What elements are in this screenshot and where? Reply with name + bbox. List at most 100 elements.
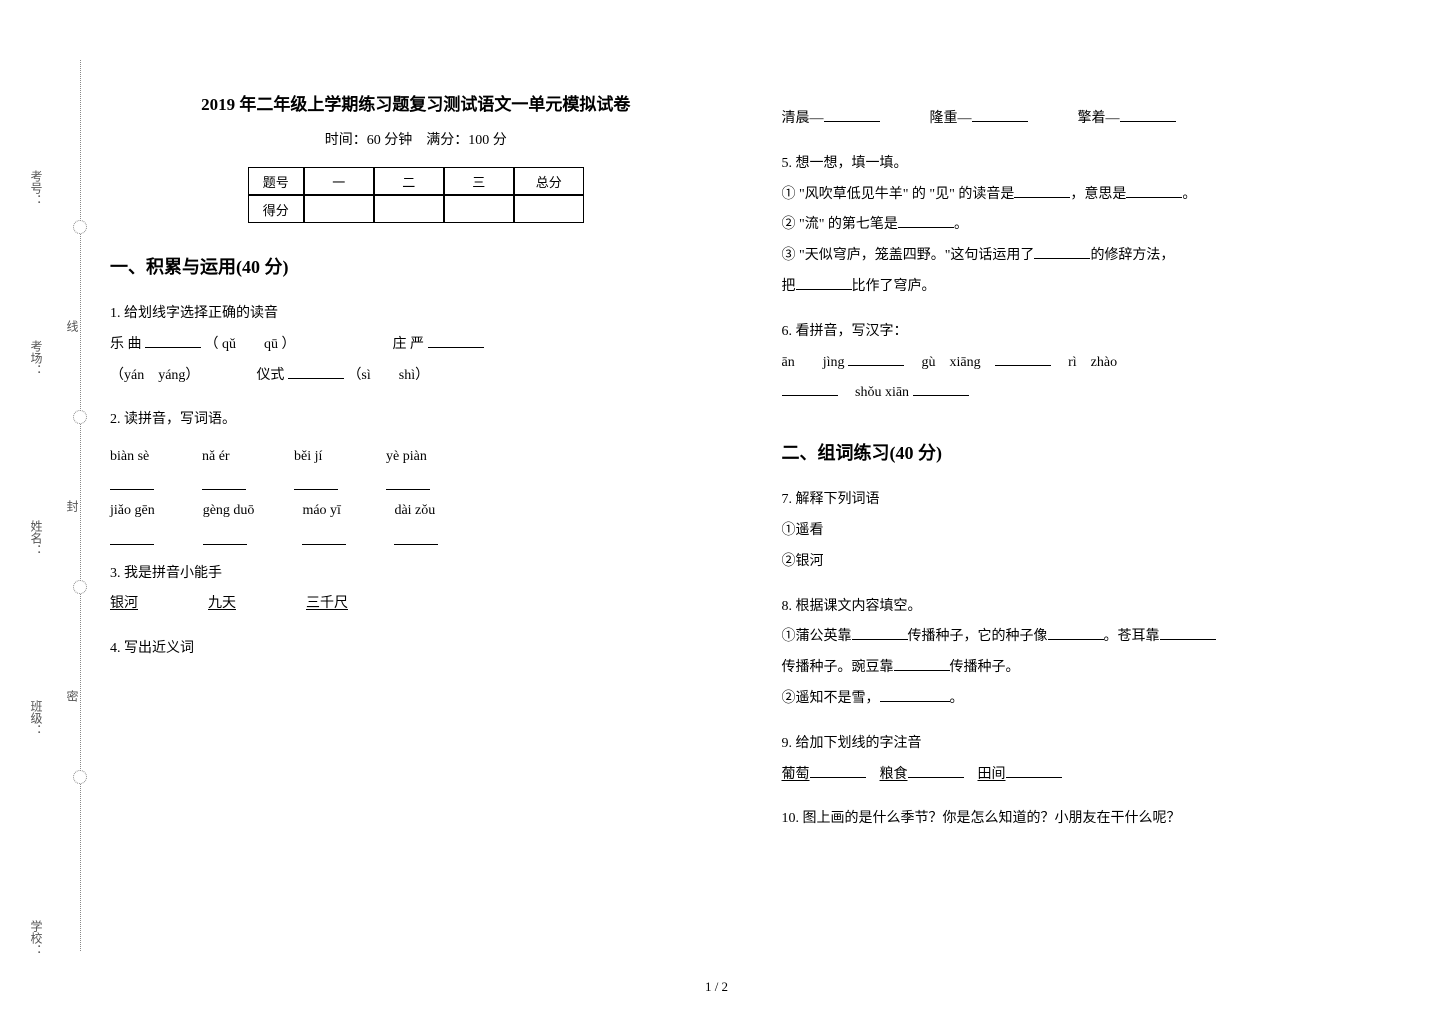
- blank[interactable]: [898, 213, 954, 228]
- q-num: 5.: [782, 156, 793, 171]
- q8-text: ①蒲公英靠: [782, 629, 852, 644]
- q8-text: 传播种子，它的种子像: [908, 629, 1048, 644]
- blank[interactable]: [913, 381, 969, 396]
- q-num: 6.: [782, 324, 793, 339]
- blank[interactable]: [110, 529, 154, 544]
- pinyin: nǎ ér: [202, 442, 230, 473]
- question-4: 4. 写出近义词: [110, 634, 722, 665]
- pinyin: rì zhào: [1068, 355, 1117, 370]
- th: 题号: [248, 167, 304, 195]
- question-9: 9. 给加下划线的字注音 葡萄 粮食 田间: [782, 729, 1394, 791]
- q5-text: 。: [1182, 187, 1196, 202]
- blank[interactable]: [202, 475, 246, 490]
- binding-label: 学校：: [28, 920, 45, 956]
- blank[interactable]: [995, 350, 1051, 365]
- blank[interactable]: [110, 475, 154, 490]
- label: 擎着—: [1078, 111, 1120, 126]
- blank[interactable]: [848, 350, 904, 365]
- blank[interactable]: [880, 687, 950, 702]
- q5-text: ③ "天似穹庐，笼盖四野。"这句话运用了: [782, 248, 1035, 263]
- q-text: 看拼音，写汉字：: [796, 324, 908, 339]
- word: 三千尺: [306, 589, 348, 620]
- binding-label: 班级：: [28, 700, 45, 736]
- binding-label: 考号：: [28, 170, 45, 206]
- binding-circle: [73, 410, 87, 424]
- q-text: 读拼音，写词语。: [124, 412, 236, 427]
- blank[interactable]: [1006, 762, 1062, 777]
- pinyin-item: nǎ ér: [202, 442, 246, 490]
- td: [514, 195, 584, 223]
- q-num: 4.: [110, 641, 121, 656]
- blank[interactable]: [908, 762, 964, 777]
- th: 二: [374, 167, 444, 195]
- question-10: 10. 图上画的是什么季节？你是怎么知道的？小朋友在干什么呢？: [782, 804, 1394, 835]
- synonym-item: 清晨—: [782, 104, 880, 135]
- score-table: 题号 一 二 三 总分 得分: [248, 167, 584, 223]
- q-text: 我是拼音小能手: [124, 566, 222, 581]
- td: [374, 195, 444, 223]
- binding-mark: 密: [64, 690, 81, 702]
- blank[interactable]: [302, 529, 346, 544]
- pinyin-item: máo yī: [302, 496, 346, 544]
- question-6: 6. 看拼音，写汉字： ān jìng gù xiāng rì zhào shǒ…: [782, 317, 1394, 409]
- q5-text: ，意思是: [1070, 187, 1126, 202]
- blank[interactable]: [394, 529, 438, 544]
- blank[interactable]: [428, 332, 484, 347]
- q1-opt: （ qǔ qū ）: [205, 337, 296, 352]
- doc-title: 2019 年二年级上学期练习题复习测试语文一单元模拟试卷: [110, 90, 722, 115]
- blank[interactable]: [1120, 107, 1176, 122]
- blank[interactable]: [203, 529, 247, 544]
- question-7: 7. 解释下列词语 ①遥看 ②银河: [782, 485, 1394, 577]
- q8-text: 传播种子。豌豆靠: [782, 660, 894, 675]
- question-4-items: 清晨— 隆重— 擎着—: [782, 104, 1394, 135]
- q-text: 写出近义词: [124, 641, 194, 656]
- blank[interactable]: [294, 475, 338, 490]
- q7-item: ②银河: [782, 554, 824, 569]
- synonym-item: 隆重—: [930, 104, 1028, 135]
- blank[interactable]: [824, 107, 880, 122]
- blank[interactable]: [386, 475, 430, 490]
- q-num: 2.: [110, 412, 121, 427]
- synonym-item: 擎着—: [1078, 104, 1176, 135]
- blank[interactable]: [894, 656, 950, 671]
- blank[interactable]: [852, 625, 908, 640]
- pinyin: gù xiāng: [922, 355, 981, 370]
- q5-text: 比作了穹庐。: [852, 279, 936, 294]
- blank[interactable]: [1014, 182, 1070, 197]
- blank[interactable]: [796, 275, 852, 290]
- q-text: 根据课文内容填空。: [796, 599, 922, 614]
- word: 葡萄: [782, 767, 810, 782]
- q-num: 3.: [110, 566, 121, 581]
- q-num: 7.: [782, 492, 793, 507]
- binding-circle: [73, 770, 87, 784]
- q7-item: ①遥看: [782, 523, 824, 538]
- blank[interactable]: [145, 332, 201, 347]
- blank[interactable]: [1126, 182, 1182, 197]
- blank[interactable]: [810, 762, 866, 777]
- pinyin: ān jìng: [782, 355, 845, 370]
- th: 一: [304, 167, 374, 195]
- page-number: 1 / 2: [705, 979, 728, 995]
- blank[interactable]: [782, 381, 838, 396]
- blank[interactable]: [1160, 625, 1216, 640]
- td: 得分: [248, 195, 304, 223]
- question-2: 2. 读拼音，写词语。 biàn sè nǎ ér běi jí yè piàn…: [110, 405, 722, 544]
- blank[interactable]: [1048, 625, 1104, 640]
- q-text: 给划线字选择正确的读音: [124, 306, 278, 321]
- pinyin-item: běi jí: [294, 442, 338, 490]
- pinyin-item: dài zǒu: [394, 496, 438, 544]
- q-text: 图上画的是什么季节？你是怎么知道的？小朋友在干什么呢？: [803, 811, 1181, 826]
- table-row: 题号 一 二 三 总分: [248, 167, 584, 195]
- blank[interactable]: [972, 107, 1028, 122]
- pinyin-row: jiǎo gēn gèng duō máo yī dài zǒu: [110, 496, 722, 544]
- q5-text: ② "流" 的第七笔是: [782, 217, 898, 232]
- blank[interactable]: [1034, 244, 1090, 259]
- binding-mark: 封: [64, 500, 81, 512]
- q-text: 想一想，填一填。: [796, 156, 908, 171]
- section-title: 二、组词练习(40 分): [782, 439, 1394, 465]
- blank[interactable]: [288, 363, 344, 378]
- q1-word: 乐 曲: [110, 337, 142, 352]
- pinyin: jiǎo gēn: [110, 496, 155, 527]
- q-text: 解释下列词语: [796, 492, 880, 507]
- th: 总分: [514, 167, 584, 195]
